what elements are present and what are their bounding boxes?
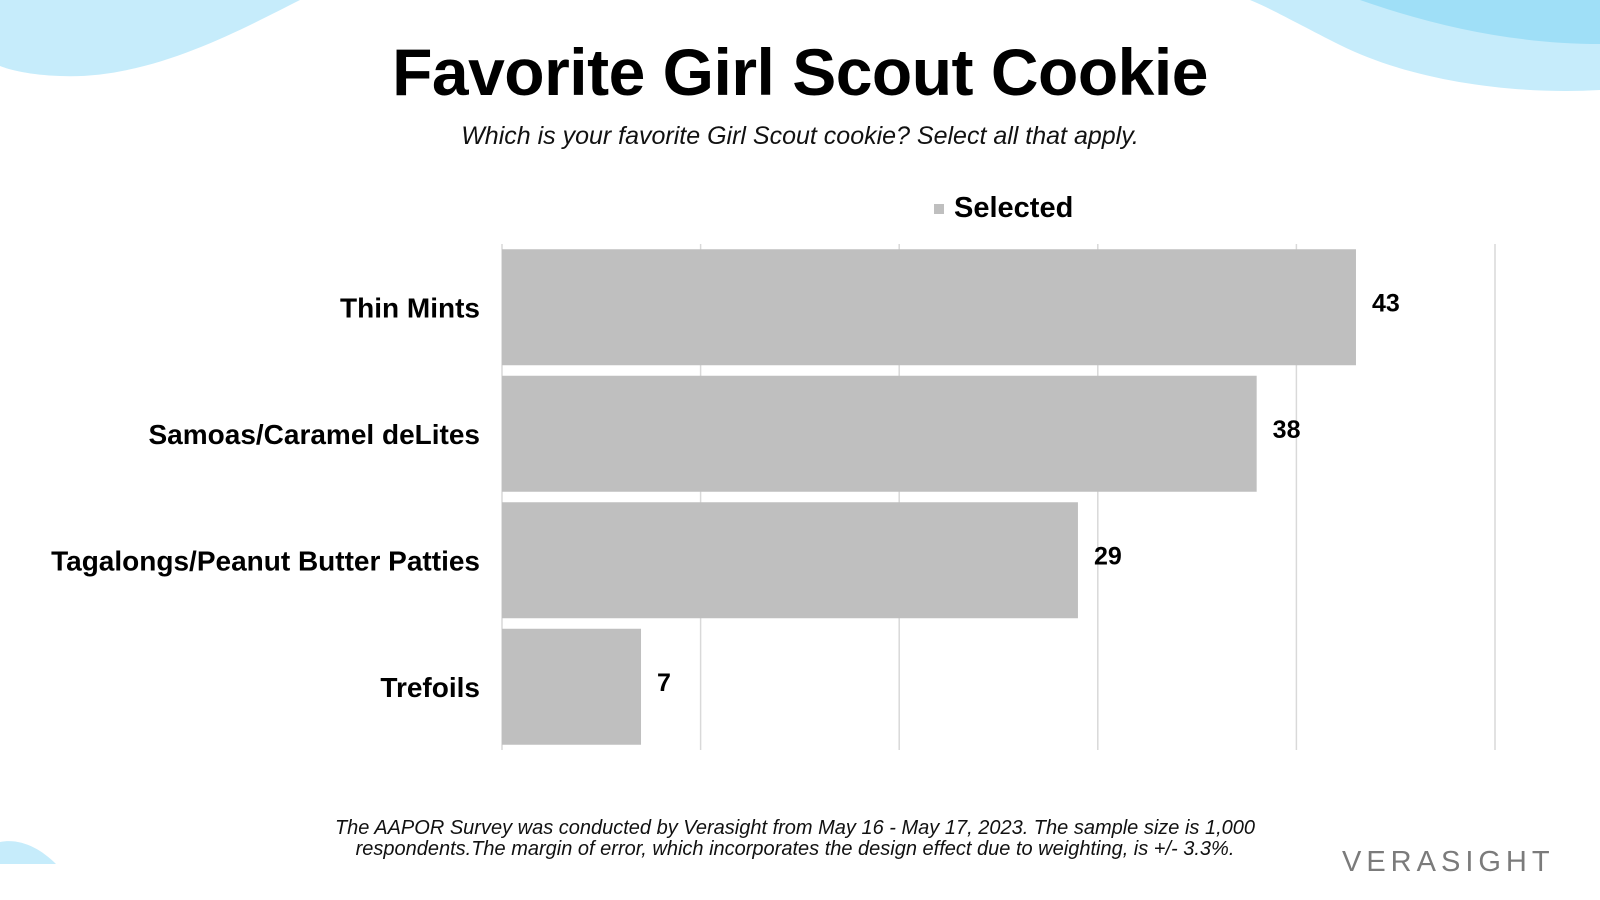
data-label: 7 [657, 669, 671, 697]
chart-title: Favorite Girl Scout Cookie [392, 35, 1208, 109]
category-label: Tagalongs/Peanut Butter Patties [51, 545, 480, 576]
category-label: Trefoils [380, 672, 480, 703]
data-label: 29 [1094, 542, 1122, 570]
verasight-logo: VERASIGHT [1342, 846, 1555, 878]
bar [502, 375, 1257, 492]
chart-subtitle: Which is your favorite Girl Scout cookie… [461, 122, 1139, 150]
category-label: Thin Mints [340, 292, 480, 323]
footnote: The AAPOR Survey was conducted by Verasi… [334, 817, 1256, 860]
legend-swatch [934, 203, 944, 214]
data-label: 43 [1372, 289, 1400, 317]
bar [502, 249, 1356, 366]
category-label: Samoas/Caramel deLites [149, 419, 481, 450]
legend: Selected [934, 192, 1073, 225]
bar [502, 628, 642, 745]
bar [502, 502, 1078, 619]
legend-label: Selected [954, 192, 1074, 224]
data-label: 38 [1273, 416, 1301, 444]
